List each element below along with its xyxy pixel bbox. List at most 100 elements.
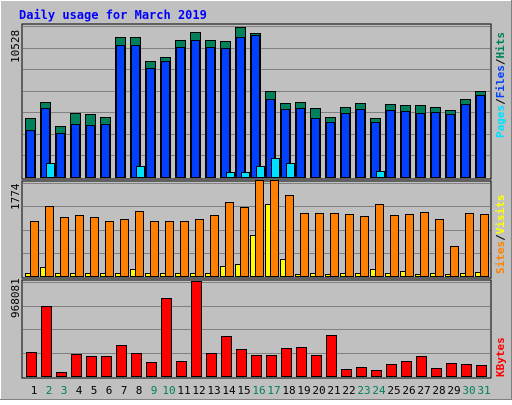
day-label: 25 xyxy=(387,384,400,397)
sites-bar xyxy=(180,221,189,277)
files-bar xyxy=(236,37,245,178)
sites-bar xyxy=(240,207,249,277)
kbytes-bar xyxy=(161,298,172,377)
files-bar xyxy=(41,108,50,178)
sites-bar xyxy=(390,215,399,277)
day-label: 12 xyxy=(192,384,205,397)
day-label: 16 xyxy=(252,384,265,397)
sites-bar xyxy=(120,219,129,277)
day-label: 24 xyxy=(372,384,386,397)
pages-bar xyxy=(241,172,250,178)
files-bar xyxy=(296,108,305,178)
sites-bar xyxy=(270,180,279,277)
files-bar xyxy=(326,122,335,178)
kbytes-bar xyxy=(101,356,112,377)
day-label: 29 xyxy=(447,384,460,397)
day-label: 1 xyxy=(31,384,38,397)
files-bar xyxy=(356,109,365,178)
sites-bar xyxy=(255,180,264,277)
files-bar xyxy=(116,45,125,178)
day-label: 5 xyxy=(91,384,98,397)
day-label: 19 xyxy=(297,384,310,397)
files-bar xyxy=(371,122,380,178)
kbytes-bar xyxy=(311,355,322,377)
sites-bar xyxy=(225,202,234,277)
kbytes-bar xyxy=(146,362,157,377)
kbytes-bar xyxy=(281,348,292,377)
files-bar xyxy=(266,99,275,178)
legend-separator-2: / xyxy=(494,58,507,65)
files-bar xyxy=(86,125,95,178)
day-label: 13 xyxy=(207,384,220,397)
kbytes-bar xyxy=(236,349,247,377)
files-bar xyxy=(431,112,440,178)
day-label: 14 xyxy=(222,384,236,397)
sites-bar xyxy=(195,219,204,277)
files-bar xyxy=(311,118,320,178)
sites-bar xyxy=(435,219,444,277)
files-bar xyxy=(281,109,290,178)
kbytes-bar xyxy=(41,306,52,377)
sites-bar xyxy=(45,206,54,277)
sites-bar xyxy=(480,214,489,277)
files-bar xyxy=(176,47,185,178)
files-bar xyxy=(191,40,200,178)
kbytes-bar xyxy=(56,372,67,377)
kbytes-bar xyxy=(431,368,442,377)
kbytes-bar xyxy=(221,336,232,377)
day-label: 8 xyxy=(136,384,143,397)
chart-title: Daily usage for March 2019 xyxy=(19,8,207,22)
kbytes-bar xyxy=(206,353,217,377)
files-bar xyxy=(416,113,425,178)
sites-bar xyxy=(285,195,294,277)
sites-bar xyxy=(60,217,69,277)
legend-sites: Sites xyxy=(494,241,507,274)
files-bar xyxy=(221,48,230,178)
kbytes-bar xyxy=(86,356,97,377)
files-bar xyxy=(146,68,155,178)
sites-bar xyxy=(465,213,474,277)
sites-bar xyxy=(300,213,309,277)
kbytes-bar xyxy=(131,353,142,377)
pages-bar xyxy=(226,172,235,178)
hits-panel-legend: Pages/Files/Hits xyxy=(494,32,507,138)
files-bar xyxy=(101,124,110,178)
legend-hits: Hits xyxy=(494,32,507,59)
sites-bar xyxy=(375,204,384,277)
kbytes-bar xyxy=(176,361,187,377)
day-label: 3 xyxy=(61,384,68,397)
sites-panel-max-label: 1774 xyxy=(9,183,22,210)
kbytes-bar xyxy=(386,364,397,377)
kbytes-bar xyxy=(191,281,202,377)
day-label: 27 xyxy=(417,384,430,397)
sites-bar xyxy=(315,213,324,277)
day-label: 17 xyxy=(267,384,280,397)
pages-bar xyxy=(256,166,265,178)
hits-panel-max-label: 10528 xyxy=(9,30,22,63)
files-bar xyxy=(161,61,170,178)
pages-bar xyxy=(376,171,385,178)
sites-bar xyxy=(165,221,174,277)
kbytes-bar xyxy=(71,354,82,377)
sites-bar xyxy=(30,221,39,277)
kbytes-bar xyxy=(251,355,262,377)
files-bar xyxy=(26,130,35,178)
files-bar xyxy=(476,95,485,178)
pages-bar xyxy=(136,166,145,178)
legend-files: Files xyxy=(494,65,507,98)
day-labels: 1 2 3 4 5 6 7 8 9 10 11 12 13 14 15 16 17 18 19 20 21 22 23 24 2… xyxy=(31,384,491,397)
sites-bar xyxy=(210,215,219,277)
kbytes-bar xyxy=(461,364,472,377)
files-bar xyxy=(206,47,215,178)
files-bar xyxy=(341,113,350,178)
kbytes-panel-max-label: 968081 xyxy=(9,278,22,318)
pages-bar xyxy=(271,158,280,178)
day-label: 28 xyxy=(432,384,445,397)
files-bar xyxy=(56,133,65,178)
sites-bar xyxy=(405,214,414,277)
day-label: 9 xyxy=(151,384,158,397)
sites-bar xyxy=(105,221,114,277)
sites-bar xyxy=(90,217,99,277)
legend-pages: Pages xyxy=(494,105,507,138)
